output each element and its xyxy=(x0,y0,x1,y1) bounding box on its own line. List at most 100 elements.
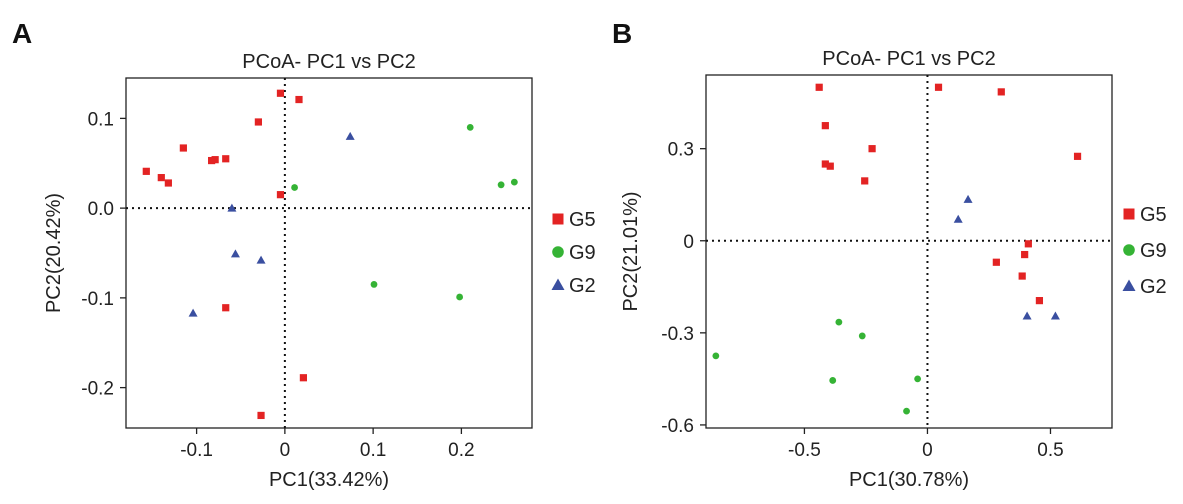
panel-b-label: B xyxy=(612,18,633,49)
point-g9 xyxy=(712,352,720,360)
legend-square-icon xyxy=(552,213,564,225)
point-g9 xyxy=(858,332,866,340)
series-g9 xyxy=(712,318,922,415)
series-g5 xyxy=(142,89,308,420)
panel-b: B PCoA- PC1 vs PC2 -0.5 0 0.5 0.3 0 -0.3 -0.6 PC… xyxy=(600,0,1183,504)
point-g9 xyxy=(291,184,298,191)
x-tick-label: 0.1 xyxy=(360,440,386,461)
x-axis-label: PC1(33.42%) xyxy=(269,469,389,491)
legend-label: G9 xyxy=(1140,240,1167,262)
point-g9 xyxy=(835,318,843,326)
point-g2 xyxy=(230,249,240,258)
point-g5 xyxy=(276,89,285,97)
legend-item-g5: G5 xyxy=(552,209,596,231)
point-g5 xyxy=(992,258,1000,266)
panel-a: A PCoA- PC1 vs PC2 -0.1 0 0.1 0.2 0.1 0.0 -0.1 -… xyxy=(12,18,596,491)
point-g5 xyxy=(868,145,876,153)
point-g9 xyxy=(829,377,837,384)
legend-square-icon xyxy=(1123,208,1135,220)
point-g5 xyxy=(211,156,219,164)
point-g5 xyxy=(821,122,829,130)
point-g9 xyxy=(497,181,505,189)
point-g5 xyxy=(157,174,165,182)
point-g9 xyxy=(510,178,518,186)
point-g5 xyxy=(179,144,187,152)
y-axis-label: PC2(21.01%) xyxy=(620,191,642,311)
point-g5 xyxy=(1018,272,1026,280)
legend-label: G5 xyxy=(569,209,596,231)
point-g5 xyxy=(934,83,943,91)
point-g2 xyxy=(227,203,237,212)
y-tick-label: 0.1 xyxy=(88,109,114,130)
x-axis-label: PC1(30.78%) xyxy=(849,469,969,491)
point-g5 xyxy=(1035,297,1044,305)
point-g5 xyxy=(276,191,285,199)
legend: G5 G9 G2 xyxy=(1122,204,1167,298)
point-g5 xyxy=(254,118,262,126)
legend-triangle-icon xyxy=(1122,279,1136,291)
x-tick-label: -0.1 xyxy=(180,440,213,461)
point-g5 xyxy=(295,95,303,104)
point-g5 xyxy=(826,162,834,170)
point-g5 xyxy=(997,88,1005,96)
point-g2 xyxy=(1022,311,1032,320)
legend: G5 G9 G2 xyxy=(551,209,596,297)
legend-label: G2 xyxy=(1140,276,1167,298)
legend-circle-icon xyxy=(1123,244,1135,256)
y-axis-label: PC2(20.42%) xyxy=(43,193,65,313)
point-g5 xyxy=(1073,152,1082,160)
point-g2 xyxy=(256,255,266,264)
series-g5 xyxy=(815,83,1082,305)
point-g5 xyxy=(1024,240,1032,248)
point-g2 xyxy=(963,194,973,203)
plot-frame xyxy=(705,74,1113,429)
point-g5 xyxy=(299,374,308,382)
y-tick-label: 0.3 xyxy=(668,140,694,161)
legend-item-g9: G9 xyxy=(552,242,596,264)
point-g9 xyxy=(466,123,474,131)
y-tick-label: -0.6 xyxy=(661,416,694,437)
legend-item-g9: G9 xyxy=(1123,240,1167,262)
point-g2 xyxy=(345,131,355,140)
point-g5 xyxy=(815,83,823,91)
point-g5 xyxy=(257,411,265,420)
point-g5 xyxy=(222,304,230,312)
point-g2 xyxy=(1050,311,1060,320)
point-g2 xyxy=(953,214,963,223)
y-tick-label: -0.3 xyxy=(661,324,694,345)
legend-triangle-icon xyxy=(551,278,565,290)
point-g5 xyxy=(821,160,829,168)
chart-b: PCoA- PC1 vs PC2 -0.5 0 0.5 0.3 0 -0.3 -0.6 PC1(… xyxy=(620,48,1167,491)
x-tick-label: -0.5 xyxy=(788,440,821,461)
point-g9 xyxy=(370,281,378,288)
y-tick-label: 0 xyxy=(683,232,694,253)
chart-title: PCoA- PC1 vs PC2 xyxy=(242,51,415,73)
legend-item-g2: G2 xyxy=(551,275,596,297)
legend-label: G5 xyxy=(1140,204,1167,226)
legend-label: G9 xyxy=(569,242,596,264)
point-g5 xyxy=(142,167,150,175)
legend-label: G2 xyxy=(569,275,596,297)
x-tick-label: 0.5 xyxy=(1037,440,1063,461)
chart-a: PCoA- PC1 vs PC2 -0.1 0 0.1 0.2 0.1 0.0 -0.1 -0.… xyxy=(43,51,596,491)
point-g9 xyxy=(903,407,910,415)
x-tick-label: 0.2 xyxy=(448,440,474,461)
point-g9 xyxy=(914,375,922,383)
series-g9 xyxy=(291,123,518,301)
point-g2 xyxy=(188,308,198,317)
plot-frame xyxy=(125,77,533,429)
y-tick-label: -0.1 xyxy=(81,289,114,310)
chart-title: PCoA- PC1 vs PC2 xyxy=(822,48,995,70)
y-tick-label: -0.2 xyxy=(81,379,114,400)
panel-a-label: A xyxy=(12,18,33,49)
x-tick-label: 0 xyxy=(922,440,933,461)
legend-item-g5: G5 xyxy=(1123,204,1167,226)
legend-circle-icon xyxy=(552,246,564,258)
legend-item-g2: G2 xyxy=(1122,276,1167,298)
point-g5 xyxy=(164,179,172,187)
series-g2 xyxy=(953,194,1060,320)
point-g5 xyxy=(861,177,869,185)
series-g2 xyxy=(188,131,355,317)
x-tick-label: 0 xyxy=(280,440,291,461)
point-g5 xyxy=(1021,250,1029,259)
